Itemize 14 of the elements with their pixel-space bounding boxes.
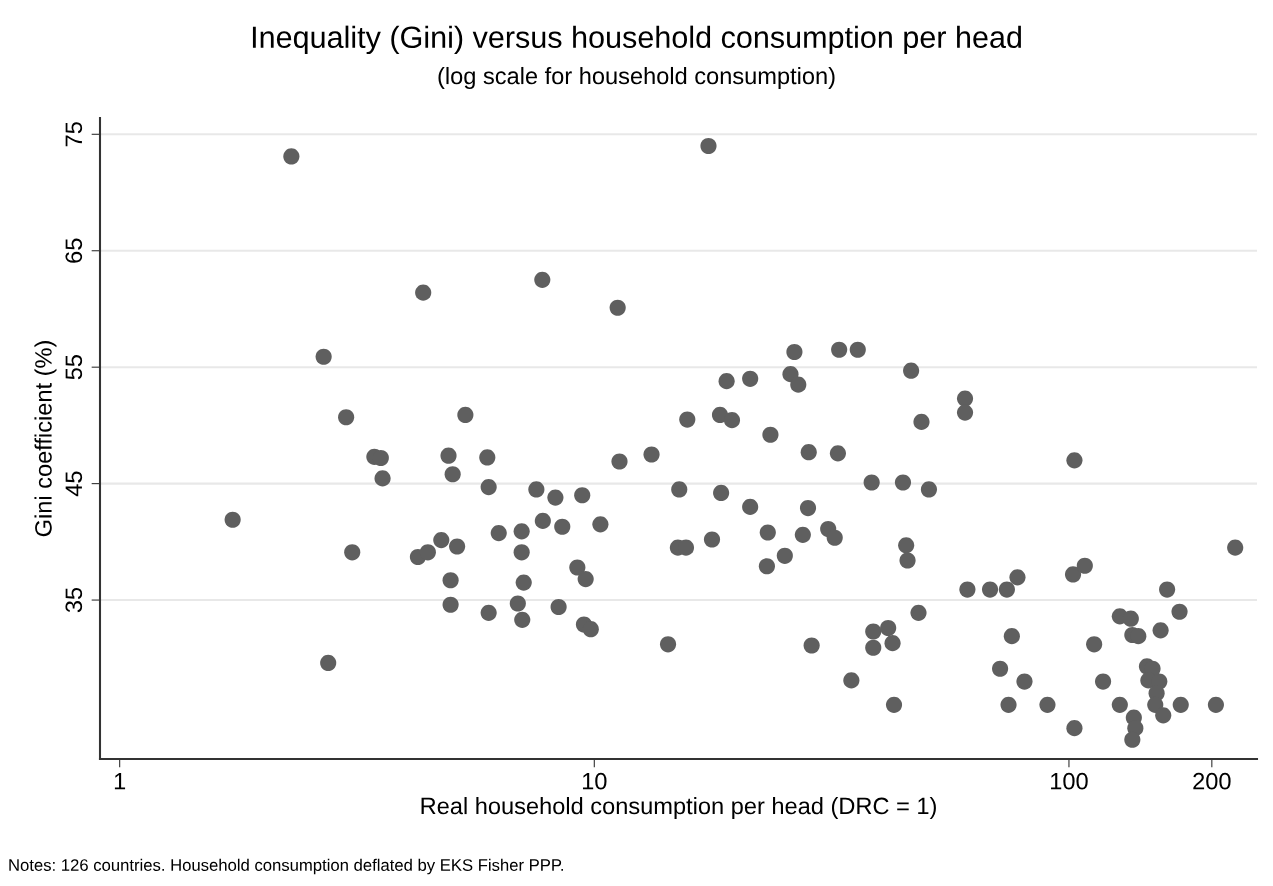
text: Notes: 126 countries. Household consumption deflated by EKS Fisher PPP. [9,858,563,875]
y-tick-label: 55 [65,355,83,380]
y-tick-label: 45 [65,471,83,497]
chart-subtitle: (log scale for household consumption) [438,66,835,89]
x-tick-label: 1 [114,773,126,790]
chart-title: Inequality (Gini) versus household consumption per head [252,25,1021,55]
y-axis-title: Gini coefficient (%) [34,341,57,537]
x-tick-label: 100 [1051,772,1088,790]
x-axis-title: Real household consumption per head (DRC = 1) [421,796,936,819]
y-tick-label: 35 [65,587,83,613]
x-tick-label: 200 [1193,772,1231,790]
y-tick-label: 65 [65,238,83,263]
x-tick-label: 10 [582,772,607,790]
y-tick-label: 75 [65,122,83,147]
